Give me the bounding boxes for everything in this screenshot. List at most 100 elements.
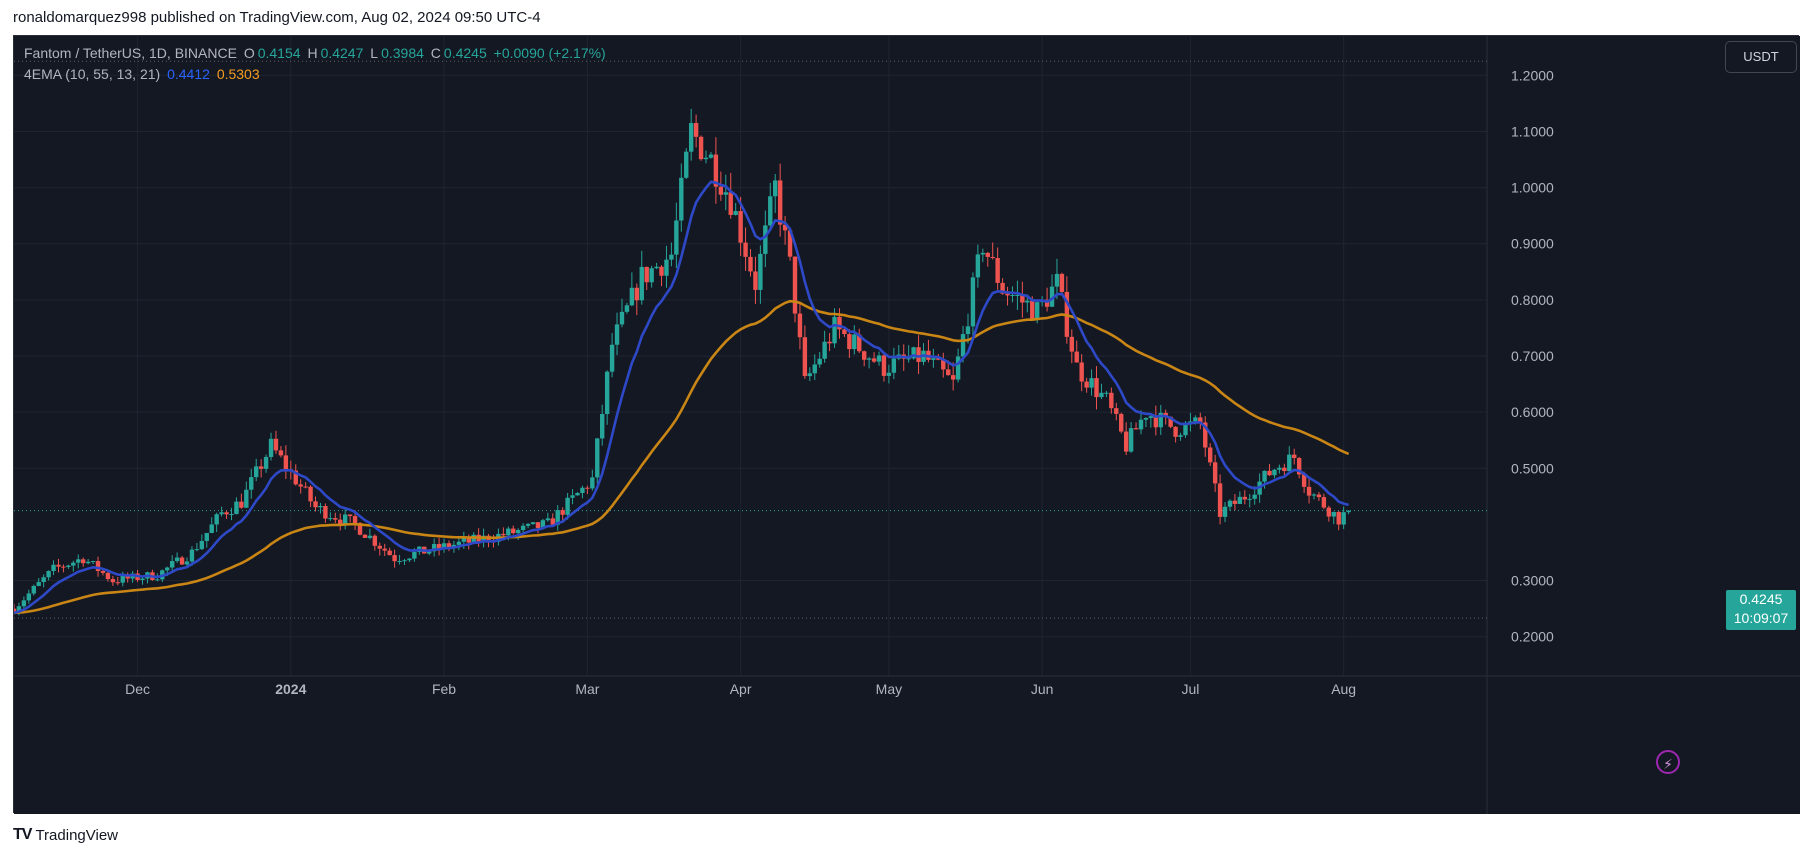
candle-body <box>1237 496 1243 504</box>
candle-body <box>382 548 387 551</box>
candle-body <box>1306 486 1312 496</box>
candle-body <box>718 186 724 195</box>
candle-body <box>609 344 615 372</box>
candle-body <box>283 455 289 470</box>
candle-body <box>1252 494 1257 499</box>
candle-body <box>461 538 467 542</box>
candle-body <box>985 252 990 257</box>
y-tick-label: 0.9000 <box>1511 236 1554 252</box>
candle-body <box>387 550 392 556</box>
candle-body <box>501 533 506 536</box>
candle-body <box>703 157 709 160</box>
candle-body <box>950 375 956 380</box>
candle-body <box>258 466 264 469</box>
candle-body <box>224 512 229 515</box>
candle-body <box>511 528 516 534</box>
x-tick-label: 2024 <box>275 681 306 697</box>
candle-body <box>427 551 432 554</box>
candle-body <box>555 510 560 525</box>
candle-body <box>1158 412 1163 428</box>
candle-body <box>1128 428 1134 452</box>
y-tick-label: 0.3000 <box>1511 573 1554 589</box>
candle-body <box>852 334 857 350</box>
candle-body <box>115 582 121 584</box>
candle-body <box>46 571 51 578</box>
candle-body <box>1222 506 1228 517</box>
candle-body <box>728 192 733 215</box>
candle-body <box>263 456 269 469</box>
candle-body <box>1346 510 1351 513</box>
candle-body <box>763 225 768 254</box>
tradingview-logo-icon[interactable]: TV <box>13 826 32 843</box>
candle-body <box>619 311 625 325</box>
candle-body <box>125 575 130 579</box>
lightning-icon[interactable]: ⚡ <box>1656 750 1680 774</box>
candle-body <box>871 358 877 362</box>
close-value: 0.4245 <box>443 45 487 61</box>
candle-body <box>595 438 600 478</box>
candle-body <box>1326 507 1332 517</box>
candle-body <box>684 151 689 178</box>
candle-body <box>1025 300 1030 303</box>
candle-body <box>580 487 585 493</box>
candle-body <box>120 575 125 583</box>
footer: TV TradingView <box>13 826 118 844</box>
ema-fast-value: 0.4412 <box>167 66 210 82</box>
candle-body <box>41 577 46 583</box>
candle-body <box>861 351 867 360</box>
price-chart[interactable]: 1.2000 1.1000 1.0000 0.9000 0.8000 0.7000 0.60… <box>14 36 1800 814</box>
candle-body <box>748 256 753 272</box>
candle-body <box>71 562 76 566</box>
candle-body <box>189 549 195 562</box>
candle-body <box>1193 417 1198 422</box>
candle-body <box>674 220 679 255</box>
candle-body <box>313 501 318 508</box>
indicator-label[interactable]: 4EMA (10, 55, 13, 21) <box>24 66 161 82</box>
currency-button[interactable]: USDT <box>1725 41 1797 73</box>
candle-body <box>679 177 684 221</box>
candle-body <box>1296 458 1302 475</box>
candle-body <box>36 582 41 586</box>
candle-body <box>66 565 71 567</box>
candle-body <box>916 347 921 362</box>
candle-body <box>970 277 976 327</box>
candle-body <box>278 450 284 456</box>
ema-slow-value: 0.5303 <box>216 66 260 82</box>
candle-body <box>624 305 630 312</box>
candle-body <box>372 535 378 546</box>
low-label: L <box>370 45 379 61</box>
candle-body <box>535 522 541 529</box>
candle-body <box>738 211 743 243</box>
candle-body <box>634 287 640 301</box>
candle-body <box>61 566 66 568</box>
candle-body <box>946 369 951 376</box>
candle-body <box>649 268 654 283</box>
candle-body <box>1316 494 1322 498</box>
candle-body <box>980 252 986 255</box>
candle-body <box>1084 381 1089 388</box>
candle-body <box>234 501 239 515</box>
candle-body <box>688 123 694 152</box>
candle-body <box>1277 467 1282 470</box>
candle-body <box>85 561 91 564</box>
candle-body <box>431 544 437 552</box>
y-tick-label: 1.0000 <box>1511 180 1554 196</box>
candle-body <box>174 557 180 562</box>
candle-body <box>357 523 363 535</box>
candle-body <box>298 484 303 487</box>
candle-body <box>600 414 605 439</box>
footer-brand[interactable]: TradingView <box>35 826 118 844</box>
chart-panel[interactable]: 1.2000 1.1000 1.0000 0.9000 0.8000 0.7000 0.60… <box>13 35 1800 814</box>
candle-body <box>194 549 200 551</box>
symbol-label[interactable]: Fantom / TetherUS, 1D, BINANCE <box>24 45 237 61</box>
candle-body <box>876 355 882 362</box>
candle-body <box>1089 378 1094 388</box>
x-tick-label: Feb <box>432 681 456 697</box>
candle-body <box>1183 423 1188 436</box>
candle-body <box>743 242 748 257</box>
candle-body <box>352 516 358 524</box>
candle-body <box>797 313 803 338</box>
y-tick-label: 1.1000 <box>1511 123 1554 139</box>
candle-body <box>441 543 447 549</box>
candle-body <box>100 571 106 573</box>
